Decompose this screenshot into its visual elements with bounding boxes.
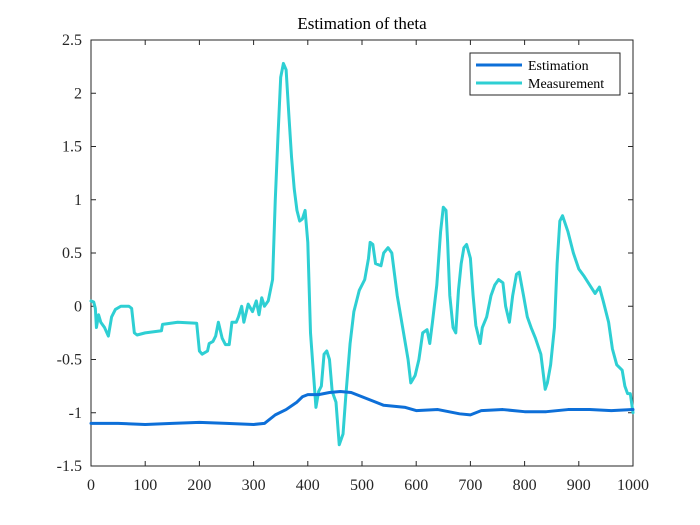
y-tick-label: 1.5 [62,139,82,156]
tick-marks [90,39,634,467]
x-tick-label: 500 [350,477,374,494]
x-tick-label: 700 [458,477,482,494]
y-tick-label: 1 [74,192,82,209]
y-tick-label: -1 [69,405,82,422]
y-tick-label: -1.5 [57,458,82,475]
y-tick-label: 0.5 [62,245,82,262]
x-tick-label: 300 [242,477,266,494]
y-tick-label: 0 [74,298,82,315]
legend: Estimation Measurement [469,52,621,96]
x-tick-label: 1000 [617,477,649,494]
x-tick-label: 0 [87,477,95,494]
x-tick-label: 100 [133,477,157,494]
legend-box [469,52,621,96]
x-tick-label: 600 [404,477,428,494]
y-tick-label: 2 [74,85,82,102]
legend-label-measurement: Measurement [528,77,604,92]
x-tick-label: 800 [513,477,537,494]
x-tick-label: 900 [567,477,591,494]
x-tick-labels: 0 100 200 300 400 500 600 700 800 900 1000 [87,477,649,494]
x-tick-label: 400 [296,477,320,494]
series-line-estimation [89,389,635,426]
plot-area [90,39,634,467]
y-tick-label: -0.5 [57,352,82,369]
y-tick-label: 2.5 [62,32,82,49]
chart-title: Estimation of theta [297,14,427,33]
y-tick-labels: 2.5 2 1.5 1 0.5 0 -0.5 -1 -1.5 [57,32,82,475]
x-tick-label: 200 [187,477,211,494]
legend-label-estimation: Estimation [528,59,589,74]
series-lines [89,61,635,447]
series-line-measurement [89,61,635,447]
